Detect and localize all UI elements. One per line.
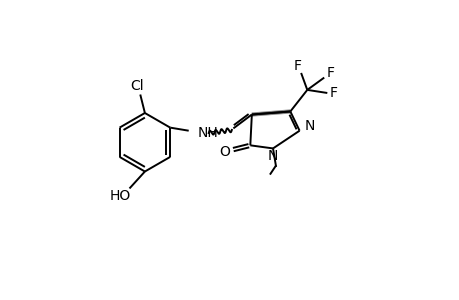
- Text: HO: HO: [109, 189, 131, 203]
- Text: NH: NH: [197, 126, 218, 140]
- Text: N: N: [267, 149, 278, 163]
- Text: F: F: [329, 86, 337, 100]
- Text: Cl: Cl: [130, 79, 144, 93]
- Text: N: N: [304, 119, 315, 133]
- Text: O: O: [219, 145, 230, 158]
- Text: F: F: [293, 59, 302, 73]
- Text: F: F: [326, 66, 334, 80]
